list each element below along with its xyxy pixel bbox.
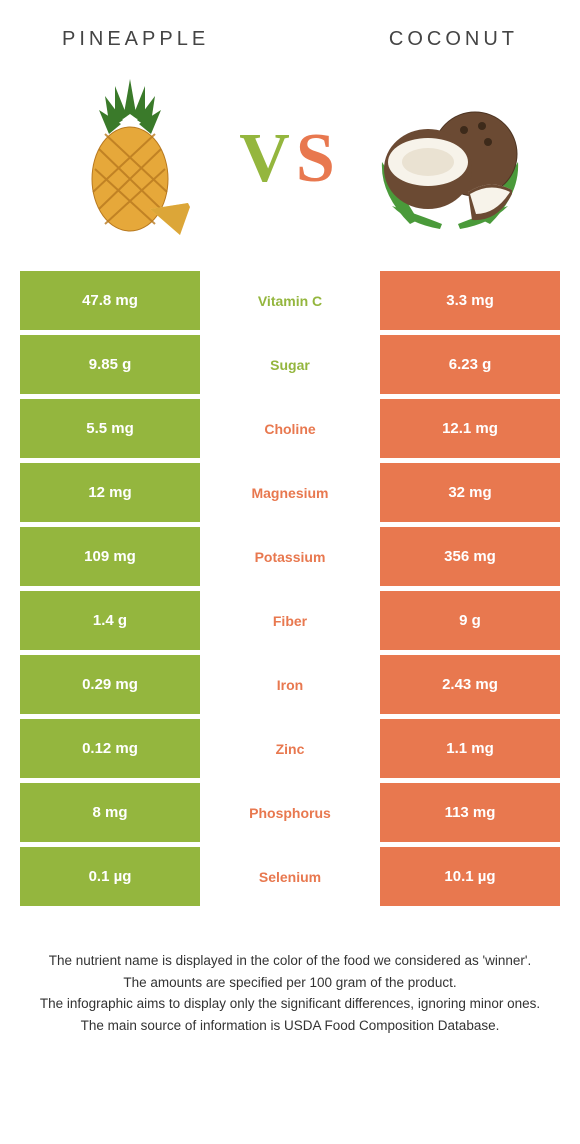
- nutrient-name: Potassium: [200, 527, 380, 586]
- vs-v: V: [239, 120, 296, 197]
- nutrient-table: 47.8 mgVitamin C3.3 mg9.85 gSugar6.23 g5…: [20, 271, 560, 906]
- nutrient-row: 0.1 µgSelenium10.1 µg: [20, 847, 560, 906]
- nutrient-row: 47.8 mgVitamin C3.3 mg: [20, 271, 560, 330]
- coconut-image: [370, 74, 530, 244]
- right-value: 32 mg: [380, 463, 560, 522]
- pineapple-image: [50, 74, 210, 244]
- nutrient-row: 0.12 mgZinc1.1 mg: [20, 719, 560, 778]
- nutrient-name: Magnesium: [200, 463, 380, 522]
- left-value: 1.4 g: [20, 591, 200, 650]
- right-value: 9 g: [380, 591, 560, 650]
- right-value: 12.1 mg: [380, 399, 560, 458]
- vs-text: VS: [239, 119, 341, 199]
- vs-s: S: [296, 120, 341, 197]
- left-value: 47.8 mg: [20, 271, 200, 330]
- left-value: 9.85 g: [20, 335, 200, 394]
- nutrient-name: Selenium: [200, 847, 380, 906]
- left-value: 0.29 mg: [20, 655, 200, 714]
- nutrient-name: Sugar: [200, 335, 380, 394]
- right-value: 1.1 mg: [380, 719, 560, 778]
- header-row: PINEAPPLE COCONUT: [0, 0, 580, 61]
- nutrient-name: Choline: [200, 399, 380, 458]
- nutrient-row: 8 mgPhosphorus113 mg: [20, 783, 560, 842]
- left-food-name: PINEAPPLE: [62, 28, 209, 51]
- footer-line: The infographic aims to display only the…: [30, 994, 550, 1014]
- left-value: 109 mg: [20, 527, 200, 586]
- right-value: 356 mg: [380, 527, 560, 586]
- left-value: 5.5 mg: [20, 399, 200, 458]
- nutrient-row: 5.5 mgCholine12.1 mg: [20, 399, 560, 458]
- nutrient-name: Iron: [200, 655, 380, 714]
- right-food-name: COCONUT: [389, 28, 518, 51]
- nutrient-name: Zinc: [200, 719, 380, 778]
- footer-line: The main source of information is USDA F…: [30, 1016, 550, 1036]
- right-value: 2.43 mg: [380, 655, 560, 714]
- left-value: 0.12 mg: [20, 719, 200, 778]
- nutrient-row: 9.85 gSugar6.23 g: [20, 335, 560, 394]
- left-value: 12 mg: [20, 463, 200, 522]
- nutrient-name: Fiber: [200, 591, 380, 650]
- nutrient-row: 1.4 gFiber9 g: [20, 591, 560, 650]
- nutrient-name: Vitamin C: [200, 271, 380, 330]
- right-value: 6.23 g: [380, 335, 560, 394]
- left-value: 0.1 µg: [20, 847, 200, 906]
- nutrient-row: 109 mgPotassium356 mg: [20, 527, 560, 586]
- left-value: 8 mg: [20, 783, 200, 842]
- footer-line: The nutrient name is displayed in the co…: [30, 951, 550, 971]
- infographic-container: PINEAPPLE COCONUT: [0, 0, 580, 1035]
- footer-notes: The nutrient name is displayed in the co…: [0, 911, 580, 1035]
- image-vs-row: VS: [0, 61, 580, 271]
- nutrient-name: Phosphorus: [200, 783, 380, 842]
- footer-line: The amounts are specified per 100 gram o…: [30, 973, 550, 993]
- right-value: 3.3 mg: [380, 271, 560, 330]
- right-value: 10.1 µg: [380, 847, 560, 906]
- nutrient-row: 0.29 mgIron2.43 mg: [20, 655, 560, 714]
- nutrient-row: 12 mgMagnesium32 mg: [20, 463, 560, 522]
- right-value: 113 mg: [380, 783, 560, 842]
